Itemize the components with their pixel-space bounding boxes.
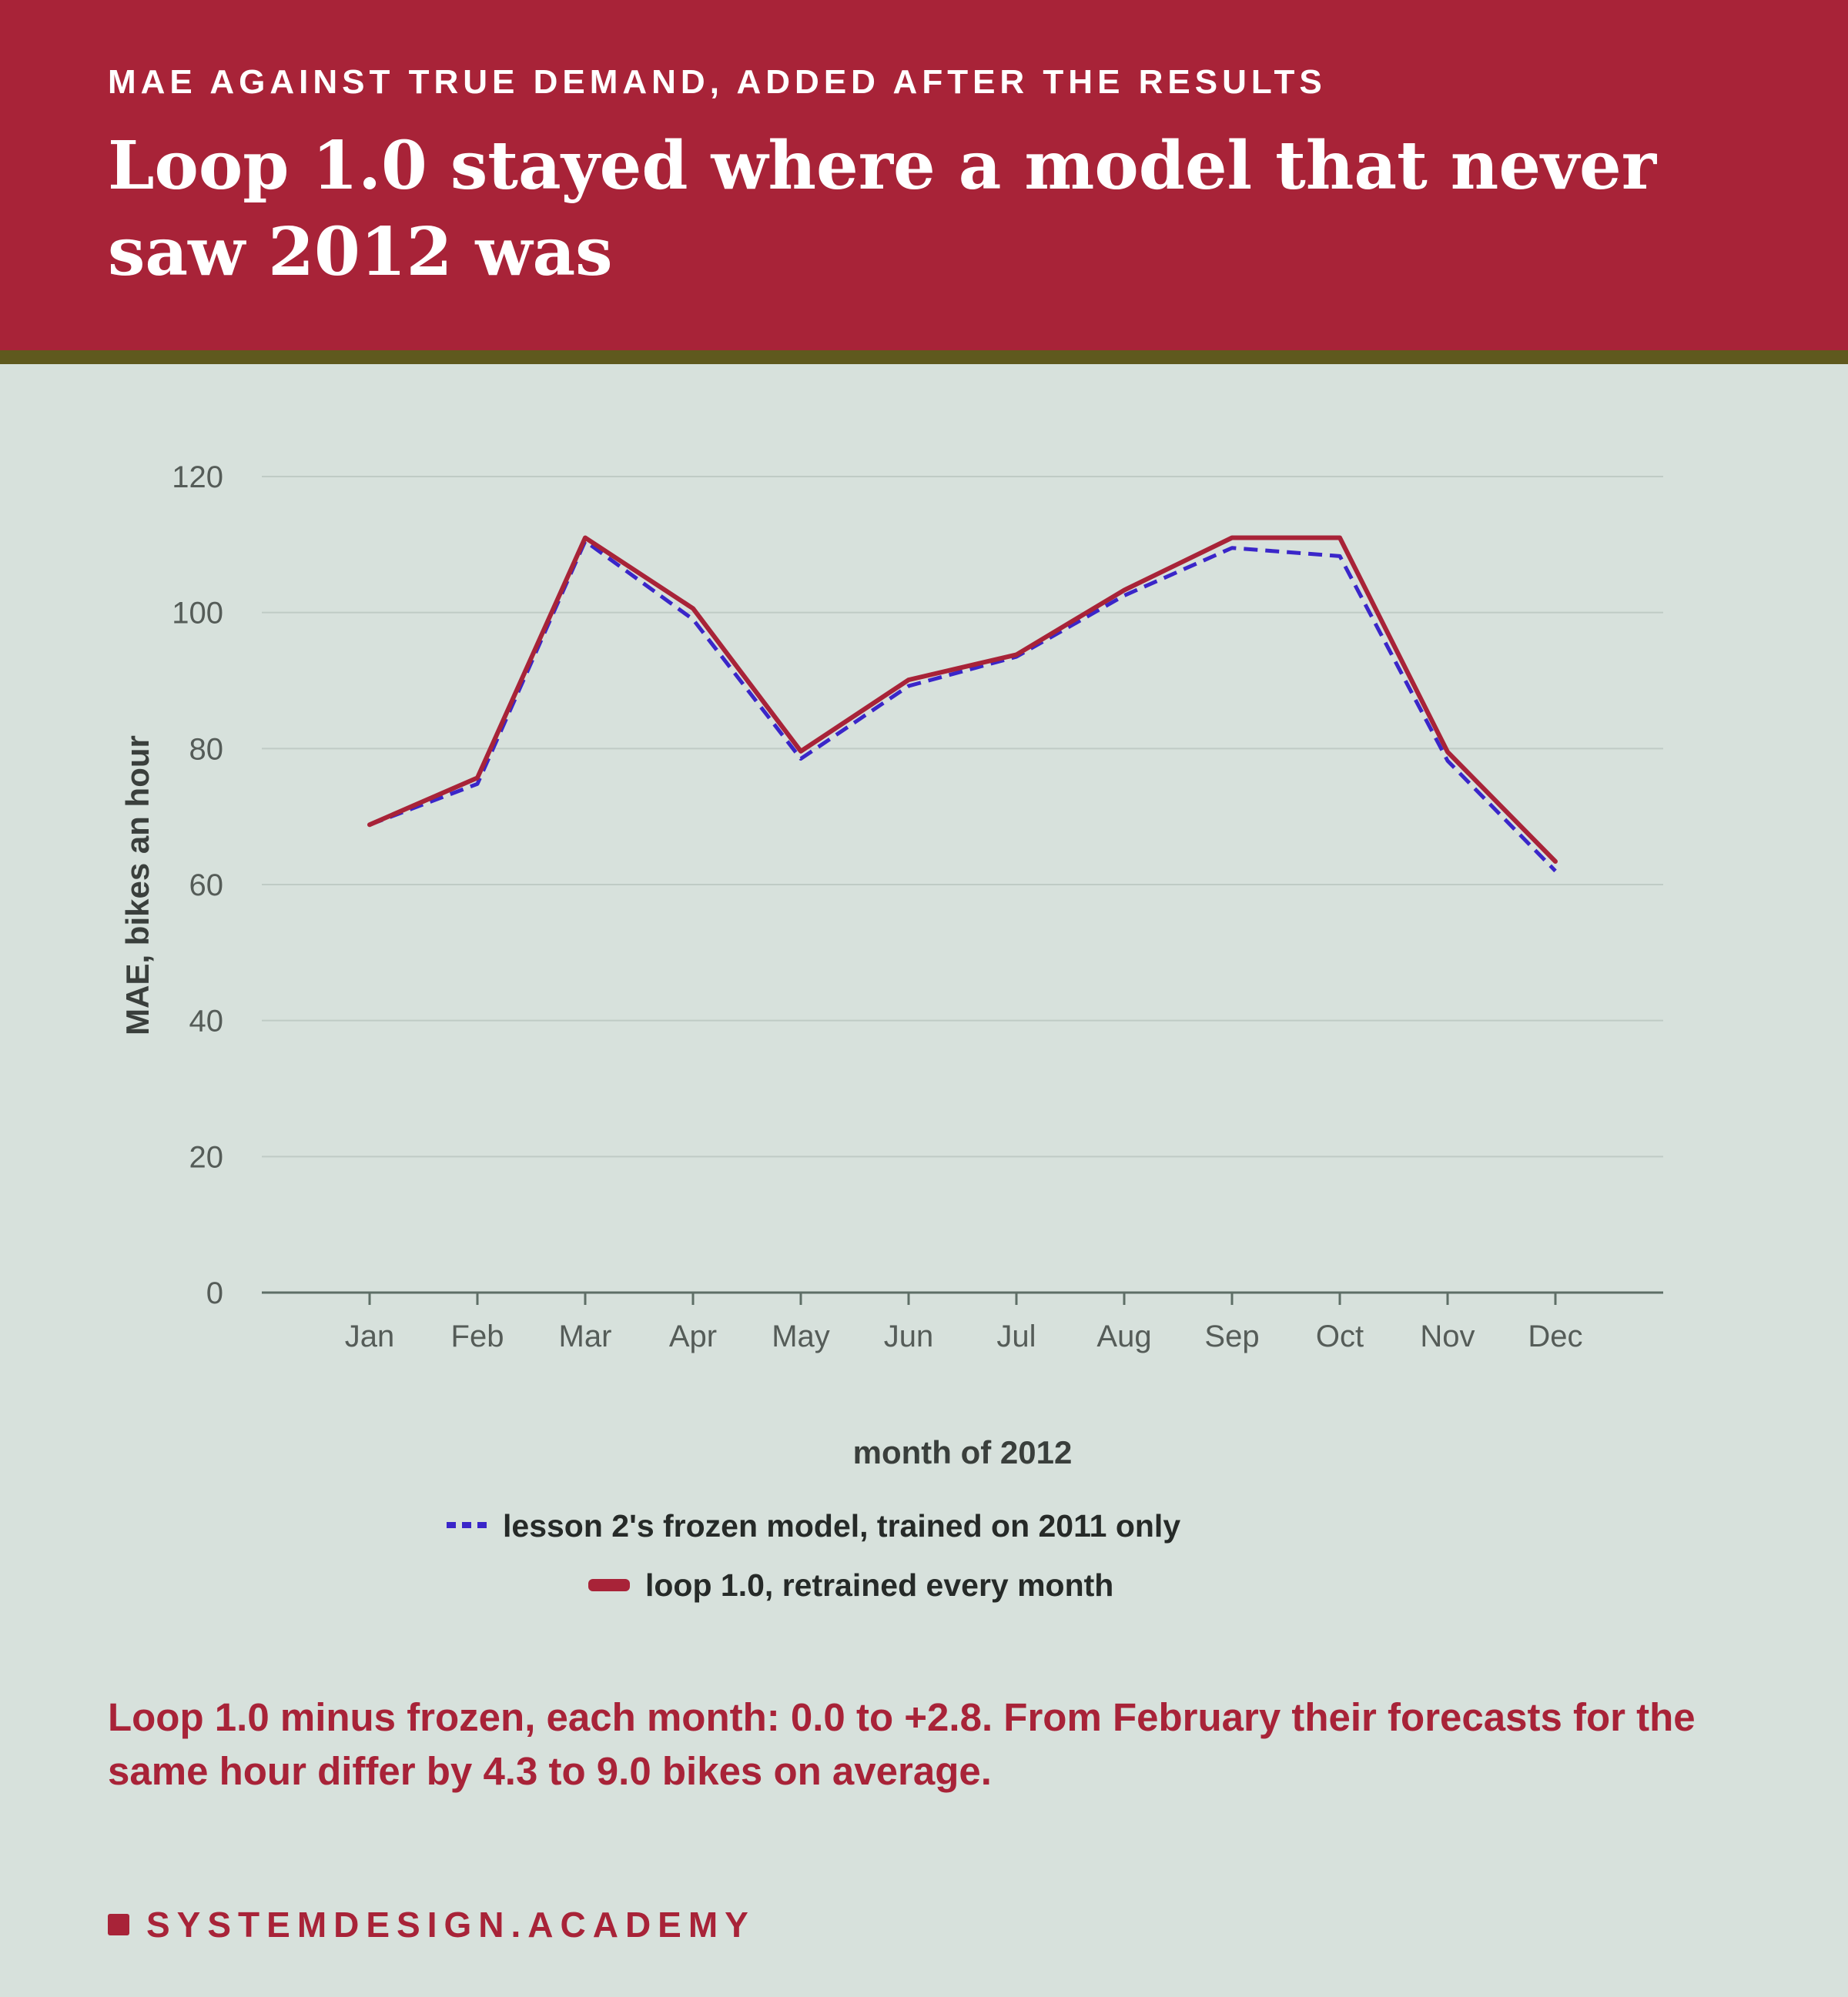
legend-label-frozen: lesson 2's frozen model, trained on 2011…	[503, 1508, 1180, 1544]
x-axis-ticks: Jan Feb Mar Apr May Jun Jul Aug Sep Oct Nov Dec	[345, 1293, 1583, 1353]
brand-name: SYSTEMDESIGN.ACADEMY	[146, 1905, 755, 1945]
legend: lesson 2's frozen model, trained on 2011…	[447, 1508, 1180, 1603]
x-tick-label: Feb	[451, 1320, 504, 1353]
x-tick-label: May	[772, 1320, 830, 1353]
series-lines	[367, 535, 1558, 873]
chart-eyebrow: MAE AGAINST TRUE DEMAND, ADDED AFTER THE…	[108, 63, 1327, 101]
gridlines	[262, 476, 1663, 1158]
y-tick-label: 120	[172, 460, 223, 494]
legend-swatch-loop	[588, 1579, 630, 1591]
x-tick-label: Jan	[345, 1320, 395, 1353]
x-tick-label: Mar	[559, 1320, 612, 1353]
series-line-frozen-model	[369, 539, 1557, 873]
y-tick-label: 20	[189, 1140, 224, 1174]
x-tick-label: Aug	[1096, 1320, 1151, 1353]
y-tick-label: 60	[189, 868, 224, 902]
line-chart: 0 20 40 60 80 100 120 Jan Feb Mar Apr May Jun Jul Aug…	[119, 460, 1663, 1603]
x-tick-label: Apr	[669, 1320, 717, 1353]
y-axis-title: MAE, bikes an hour	[119, 735, 156, 1035]
header-divider	[0, 350, 1848, 364]
legend-item-loop: loop 1.0, retrained every month	[588, 1567, 1113, 1603]
legend-label-loop: loop 1.0, retrained every month	[645, 1567, 1113, 1603]
legend-item-frozen: lesson 2's frozen model, trained on 2011…	[447, 1508, 1180, 1544]
series-line-loop-1-0	[367, 535, 1558, 864]
brand-logo-icon	[108, 1914, 129, 1935]
footnote: Loop 1.0 minus frozen, each month: 0.0 t…	[108, 1695, 1696, 1793]
x-tick-label: Jul	[996, 1320, 1036, 1353]
x-tick-label: Nov	[1420, 1320, 1475, 1353]
x-tick-label: Oct	[1316, 1320, 1364, 1353]
chart-title: Loop 1.0 stayed where a model that never…	[108, 127, 1657, 291]
header-banner: MAE AGAINST TRUE DEMAND, ADDED AFTER THE…	[0, 0, 1848, 350]
x-axis-title: month of 2012	[853, 1434, 1073, 1470]
y-tick-label: 80	[189, 732, 224, 766]
x-tick-label: Sep	[1204, 1320, 1259, 1353]
y-tick-label: 100	[172, 597, 223, 631]
y-tick-label: 0	[206, 1276, 223, 1310]
y-tick-label: 40	[189, 1005, 224, 1039]
brand-footer: SYSTEMDESIGN.ACADEMY	[108, 1902, 755, 1948]
x-tick-label: Jun	[884, 1320, 934, 1353]
y-axis-ticks: 0 20 40 60 80 100 120	[172, 460, 223, 1310]
x-tick-label: Dec	[1528, 1320, 1582, 1353]
